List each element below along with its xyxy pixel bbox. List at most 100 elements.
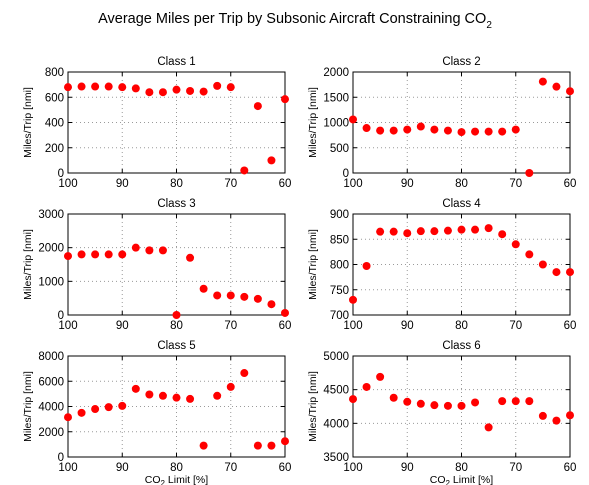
data-point <box>403 229 412 238</box>
data-point <box>145 88 154 97</box>
y-tick-label: 3000 <box>38 209 64 221</box>
x-tick-label: 60 <box>279 178 292 190</box>
data-point <box>145 246 154 255</box>
data-point <box>118 401 127 410</box>
data-point <box>267 441 276 450</box>
x-tick-label: 100 <box>343 320 362 332</box>
data-point <box>172 85 181 94</box>
data-point <box>118 83 127 92</box>
data-point <box>172 393 181 402</box>
data-point <box>376 227 385 236</box>
panel-title: Class 6 <box>442 340 480 352</box>
y-tick-label: 3500 <box>323 452 349 464</box>
panel-title: Class 3 <box>157 198 195 210</box>
x-axis-label: CO2 Limit [%] <box>430 474 493 485</box>
data-point <box>525 169 534 177</box>
data-point <box>389 126 398 135</box>
data-point <box>538 77 547 86</box>
data-point <box>91 405 100 414</box>
plot-frame <box>67 355 286 458</box>
data-point <box>131 84 140 93</box>
data-point <box>186 253 195 262</box>
data-point <box>91 82 100 91</box>
y-axis-label: Miles/Trip [nmi] <box>22 371 34 442</box>
data-point <box>471 225 480 234</box>
y-tick-label: 850 <box>330 234 349 246</box>
data-point <box>91 250 100 259</box>
y-tick-label: 800 <box>45 67 64 79</box>
x-tick-label: 90 <box>401 178 414 190</box>
y-axis-label: Miles/Trip [nmi] <box>307 87 319 158</box>
data-point <box>566 411 574 420</box>
data-point <box>104 403 113 412</box>
x-tick-label: 100 <box>343 462 362 474</box>
data-point <box>566 268 574 277</box>
data-point <box>77 408 86 417</box>
data-point <box>226 382 235 391</box>
y-tick-label: 600 <box>45 92 64 104</box>
data-point <box>416 399 425 408</box>
data-point <box>199 441 208 450</box>
data-point <box>471 127 480 136</box>
data-point <box>511 240 520 249</box>
figure-title: Average Miles per Trip by Subsonic Aircr… <box>98 11 492 31</box>
data-point <box>77 250 86 259</box>
plot-frame <box>352 355 571 458</box>
data-point <box>376 126 385 135</box>
data-point <box>416 227 425 236</box>
data-point <box>498 397 507 406</box>
data-point <box>199 284 208 293</box>
x-tick-label: 100 <box>58 320 77 332</box>
data-point <box>552 416 561 425</box>
data-point <box>240 292 249 301</box>
data-point <box>281 308 289 317</box>
x-axis-label: CO2 Limit [%] <box>145 474 208 485</box>
data-point <box>281 95 289 104</box>
data-point <box>213 291 222 300</box>
data-point <box>349 295 357 304</box>
panel-2: 100 90 80 70 60 0 500 1000 1500 2000 Class 2 Miles/… <box>307 56 576 190</box>
x-tick-label: 90 <box>116 320 129 332</box>
y-tick-label: 0 <box>58 310 64 322</box>
data-point <box>158 246 167 255</box>
x-tick-label: 70 <box>224 320 237 332</box>
x-tick-label: 80 <box>170 178 183 190</box>
data-point <box>213 391 222 400</box>
data-point <box>538 260 547 269</box>
data-point <box>498 127 507 136</box>
data-point <box>253 102 262 111</box>
y-tick-label: 750 <box>330 285 349 297</box>
x-tick-label: 100 <box>58 178 77 190</box>
x-tick-label: 60 <box>279 462 292 474</box>
data-point <box>253 441 262 450</box>
y-axis-label: Miles/Trip [nmi] <box>307 229 319 300</box>
x-tick-label: 80 <box>455 462 468 474</box>
y-tick-label: 700 <box>330 310 349 322</box>
x-tick-label: 80 <box>455 320 468 332</box>
data-point <box>349 395 357 404</box>
data-point <box>172 311 181 319</box>
panel-6: 100 90 80 70 60 3500 4000 4500 5000 Class 6 Miles/… <box>307 340 576 485</box>
y-tick-label: 0 <box>58 168 64 180</box>
data-point <box>430 227 439 236</box>
data-point <box>525 397 534 406</box>
x-tick-label: 60 <box>564 320 577 332</box>
y-tick-label: 1500 <box>323 92 349 104</box>
data-point <box>64 252 72 261</box>
x-tick-label: 90 <box>116 178 129 190</box>
x-tick-label: 90 <box>401 320 414 332</box>
panel-title: Class 1 <box>157 56 195 68</box>
data-point <box>498 230 507 239</box>
y-axis-label: Miles/Trip [nmi] <box>22 87 34 158</box>
y-tick-label: 1000 <box>323 118 349 130</box>
data-point <box>538 411 547 420</box>
data-point <box>131 243 140 252</box>
data-point <box>199 87 208 96</box>
x-tick-label: 80 <box>170 462 183 474</box>
y-axis-label: Miles/Trip [nmi] <box>307 371 319 442</box>
data-point <box>158 88 167 97</box>
data-point <box>430 125 439 134</box>
data-point <box>104 250 113 259</box>
data-point <box>145 390 154 399</box>
y-tick-label: 400 <box>45 118 64 130</box>
